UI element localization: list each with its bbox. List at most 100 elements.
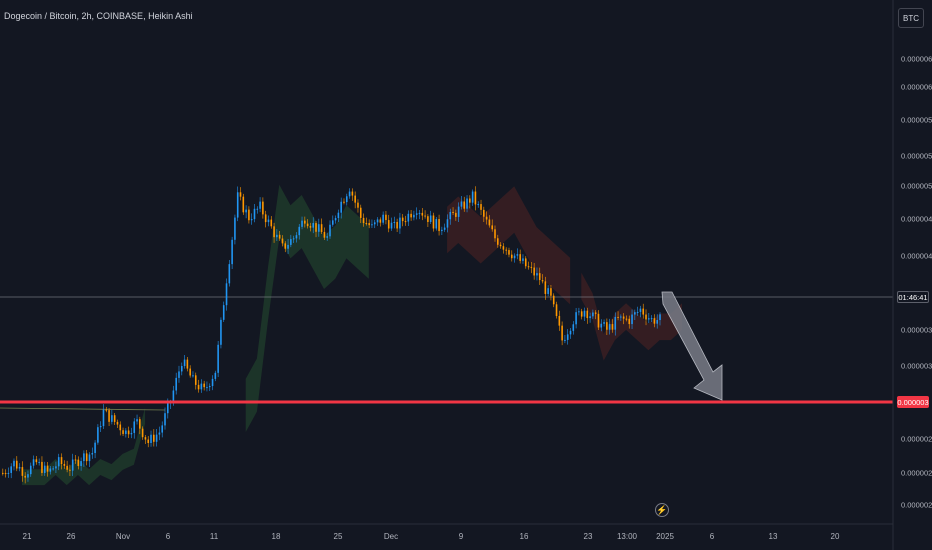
candle <box>253 208 256 220</box>
candle <box>46 465 49 472</box>
candle <box>192 375 194 377</box>
candle <box>236 192 239 218</box>
candle <box>91 453 94 455</box>
candle <box>499 244 502 247</box>
candle <box>161 425 164 433</box>
candle <box>365 223 368 225</box>
candle <box>471 191 474 203</box>
candle <box>267 219 270 223</box>
candle <box>452 211 454 213</box>
lightning-icon[interactable]: ⚡ <box>655 503 669 517</box>
candle <box>393 221 396 223</box>
candle <box>455 212 457 217</box>
candle <box>611 324 614 330</box>
candle <box>242 196 245 213</box>
candle <box>516 254 519 256</box>
price-tick-label: 0.000003 <box>901 361 932 371</box>
candle <box>337 212 340 219</box>
candle <box>231 239 233 265</box>
cloud-band <box>447 186 571 305</box>
candle <box>180 366 183 372</box>
candle <box>449 211 452 220</box>
candle <box>371 224 373 226</box>
price-tick-label: 0.000006 <box>901 82 932 92</box>
candle <box>460 201 463 207</box>
candle <box>407 213 410 222</box>
candle <box>639 308 642 312</box>
candle <box>239 192 242 197</box>
price-tick-label: 0.000002 <box>901 500 932 510</box>
candle <box>217 344 219 373</box>
candle <box>295 235 298 239</box>
candle <box>421 212 424 216</box>
candle <box>172 390 175 403</box>
candle <box>519 254 521 261</box>
candle <box>446 219 449 228</box>
candle <box>617 316 619 318</box>
candle <box>264 214 267 223</box>
candle <box>220 319 222 345</box>
candle <box>85 453 88 462</box>
candle <box>497 238 499 245</box>
currency-button[interactable]: BTC <box>898 8 924 28</box>
candle <box>130 432 133 435</box>
candle <box>178 371 180 378</box>
candle <box>415 213 418 215</box>
candle <box>594 312 597 314</box>
candle <box>52 468 54 470</box>
candle <box>457 206 460 217</box>
candle <box>71 459 74 471</box>
price-tick-label: 0.000003 <box>901 325 932 335</box>
ichimoku-cloud <box>22 184 682 486</box>
candle <box>508 250 510 255</box>
down-arrow-projection[interactable] <box>661 291 723 401</box>
candle <box>410 213 412 218</box>
candle <box>259 201 261 209</box>
candle <box>7 472 10 474</box>
candle <box>225 283 228 306</box>
candle <box>631 314 633 325</box>
candle <box>278 234 281 239</box>
time-tick-label: 9 <box>458 532 464 541</box>
candle <box>320 224 323 232</box>
time-tick-label: 23 <box>583 532 593 541</box>
candle <box>334 218 337 221</box>
candle <box>329 224 331 237</box>
candle <box>105 409 108 411</box>
candle <box>113 415 116 422</box>
candle <box>600 323 603 328</box>
candle <box>290 239 292 245</box>
candle <box>575 312 577 325</box>
candle <box>443 227 446 230</box>
candle <box>133 421 136 433</box>
candle <box>628 318 631 325</box>
candle <box>659 314 661 321</box>
candle <box>564 339 566 341</box>
candle <box>60 457 63 465</box>
candle <box>354 195 356 203</box>
candle <box>111 415 113 422</box>
time-tick-label: 18 <box>271 532 281 541</box>
candle <box>153 434 155 442</box>
candle <box>292 238 295 240</box>
candle <box>533 267 535 276</box>
candle <box>466 198 468 209</box>
candle <box>376 219 379 223</box>
candle <box>592 312 594 317</box>
candle <box>301 220 303 227</box>
candle <box>309 226 312 228</box>
candle <box>340 201 342 213</box>
candle <box>119 424 122 431</box>
candle <box>245 209 247 213</box>
candle <box>547 288 549 294</box>
candle <box>125 430 127 434</box>
candle <box>136 419 138 422</box>
candle <box>273 226 275 238</box>
candle <box>348 191 351 197</box>
time-tick-label: 20 <box>830 532 840 541</box>
candle <box>206 387 208 389</box>
candle <box>197 384 200 390</box>
candle <box>656 320 659 324</box>
time-tick-label: 13:00 <box>616 532 638 541</box>
